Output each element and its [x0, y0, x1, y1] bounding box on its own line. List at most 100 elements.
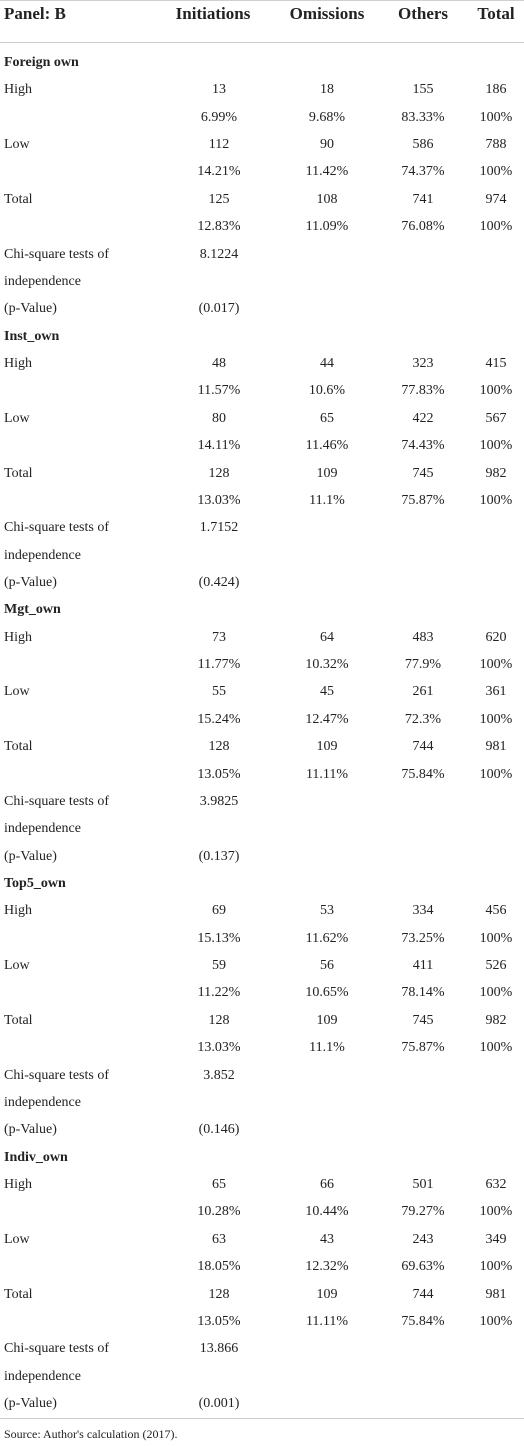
table-cell: 788: [485, 137, 507, 153]
table-cell: 13.03%: [197, 492, 241, 508]
table-cell: 981: [485, 739, 507, 755]
table-cell: 100%: [479, 1313, 513, 1329]
table-cell: 14.21%: [197, 164, 241, 180]
column-header: Initiations: [175, 4, 251, 23]
row-label: Total: [4, 739, 33, 755]
table-cell: 10.28%: [197, 1204, 241, 1220]
table-cell: 744: [412, 739, 434, 755]
table-cell: 483: [412, 629, 434, 645]
row-label: Total: [4, 465, 33, 481]
table-cell: (0.146): [198, 1122, 240, 1138]
table-cell: 48: [212, 356, 226, 372]
table-cell: (0.001): [198, 1396, 240, 1411]
table-cell: 100%: [479, 164, 513, 180]
table-cell: 79.27%: [401, 1204, 445, 1220]
row-label: High: [4, 903, 32, 919]
table-cell: (0.424): [198, 574, 240, 590]
table-cell: 12.32%: [305, 1259, 349, 1275]
table-cell: 1.7152: [199, 520, 239, 536]
table-cell: 586: [412, 137, 434, 153]
table-cell: 155: [412, 82, 434, 98]
table-cell: 6.99%: [200, 109, 238, 125]
row-label: independence: [4, 821, 81, 837]
table-cell: 100%: [479, 219, 513, 235]
table-cell: 632: [485, 1177, 507, 1193]
row-label: High: [4, 356, 32, 372]
table-cell: 741: [412, 191, 434, 207]
table-cell: 83.33%: [401, 109, 445, 125]
table-cell: 361: [485, 684, 507, 700]
table-cell: 128: [208, 739, 230, 755]
table-cell: 100%: [479, 930, 513, 946]
table-cell: 11.77%: [197, 657, 241, 673]
table-cell: 73.25%: [401, 930, 445, 946]
row-label: independence: [4, 547, 81, 563]
table-cell: 90: [320, 137, 334, 153]
table-cell: 18.05%: [197, 1259, 241, 1275]
table-cell: 456: [485, 903, 507, 919]
row-label: (p-Value): [4, 1122, 57, 1138]
table-cell: 415: [485, 356, 507, 372]
group-title: Foreign own: [4, 55, 79, 70]
table-cell: 75.84%: [401, 766, 445, 782]
table-cell: 9.68%: [308, 109, 346, 125]
table-cell: 12.83%: [197, 219, 241, 235]
table-cell: 11.57%: [197, 383, 241, 399]
table-cell: 11.09%: [305, 219, 349, 235]
row-label: Chi-square tests of: [4, 1067, 109, 1083]
table-cell: 128: [208, 1286, 230, 1302]
table-cell: 567: [485, 410, 507, 426]
row-label: Chi-square tests of: [4, 520, 109, 536]
table-cell: 64: [320, 629, 334, 645]
table-cell: 13.866: [199, 1341, 239, 1357]
row-label: independence: [4, 1368, 81, 1384]
table-cell: 74.43%: [401, 438, 445, 454]
table-cell: 974: [485, 191, 507, 207]
group-title: Top5_own: [4, 876, 66, 892]
table-cell: 100%: [479, 985, 513, 1001]
table-cell: 100%: [479, 1259, 513, 1275]
table-cell: (0.137): [198, 848, 240, 864]
column-header: Others: [397, 4, 449, 23]
group-title: Indiv_own: [4, 1149, 68, 1165]
table-cell: 109: [316, 1286, 338, 1302]
table-cell: 982: [485, 465, 507, 481]
table-cell: 109: [316, 1012, 338, 1028]
table-cell: 620: [485, 629, 507, 645]
table-cell: 13.05%: [197, 766, 241, 782]
table-cell: 10.44%: [305, 1204, 349, 1220]
table-cell: 43: [320, 1231, 334, 1247]
table-cell: 74.37%: [401, 164, 445, 180]
row-label: Chi-square tests of: [4, 246, 109, 262]
table-cell: 11.11%: [305, 1313, 349, 1329]
table-cell: 100%: [479, 109, 513, 125]
table-cell: 411: [412, 958, 434, 974]
group-title: Mgt_own: [4, 602, 61, 618]
table-cell: 100%: [479, 657, 513, 673]
table-cell: 100%: [479, 1040, 513, 1056]
table-cell: 75.87%: [401, 492, 445, 508]
row-label: Chi-square tests of: [4, 793, 109, 809]
table-cell: 73: [212, 629, 226, 645]
table-cell: 10.32%: [305, 657, 349, 673]
table-cell: 13.03%: [197, 1040, 241, 1056]
row-label: (p-Value): [4, 301, 57, 317]
table-cell: 100%: [479, 383, 513, 399]
table-cell: 55: [212, 684, 226, 700]
row-label: Total: [4, 1012, 33, 1028]
row-label: (p-Value): [4, 1396, 57, 1411]
table-cell: 59: [212, 958, 226, 974]
table-cell: 744: [412, 1286, 434, 1302]
table-cell: 186: [485, 82, 507, 98]
table-cell: 100%: [479, 438, 513, 454]
table-cell: 13.05%: [197, 1313, 241, 1329]
table-cell: 77.9%: [404, 657, 442, 673]
table-cell: 69.63%: [401, 1259, 445, 1275]
table-cell: 526: [485, 958, 507, 974]
table-cell: 243: [412, 1231, 434, 1247]
column-header: Total: [477, 4, 515, 23]
table-cell: 100%: [479, 711, 513, 727]
table-cell: 112: [208, 137, 230, 153]
table-cell: 13: [212, 82, 226, 98]
